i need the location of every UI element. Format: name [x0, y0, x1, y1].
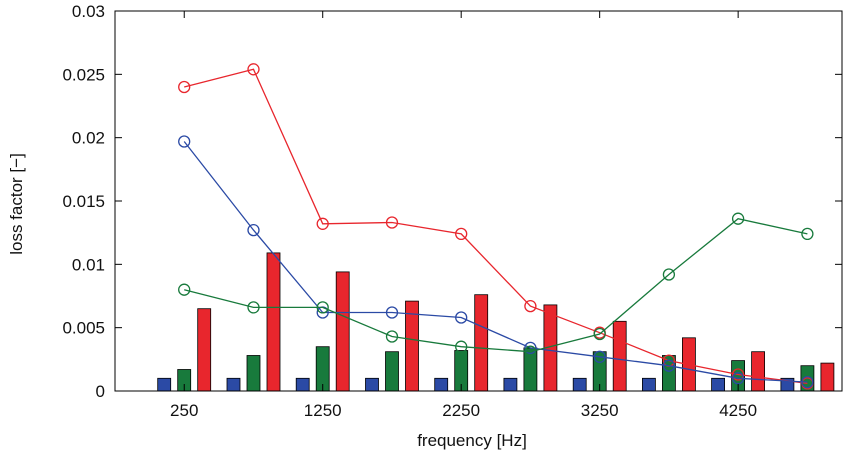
bar-s1-250 [157, 377, 172, 392]
x-tick-label: 1250 [304, 401, 342, 420]
bar-s1-4250 [711, 377, 725, 392]
marker-s1-750 [247, 63, 260, 76]
y-tick-label: 0.025 [62, 65, 105, 84]
y-tick-label: 0.03 [72, 2, 105, 21]
marker-s2-4250 [731, 372, 745, 385]
marker-s1-2250 [455, 227, 468, 241]
x-tick-label: 250 [170, 401, 198, 420]
y-tick-label: 0.015 [62, 192, 105, 211]
x-tick-label: 3250 [581, 401, 619, 420]
bar-s1-1750 [365, 377, 379, 392]
marker-s3-2750 [524, 345, 537, 358]
marker-s3-1250 [316, 301, 329, 314]
y-axis-label: loss factor [−] [7, 153, 26, 255]
marker-s1-250 [178, 80, 191, 94]
marker-s3-750 [247, 301, 260, 314]
marker-s1-1250 [316, 217, 329, 230]
marker-s2-250 [178, 135, 191, 148]
x-tick-label: 2250 [442, 401, 480, 420]
marker-s3-250 [178, 283, 191, 296]
axes [114, 10, 843, 392]
bar-s3-1250 [335, 271, 350, 392]
bar-s1-1250 [295, 377, 310, 392]
marker-s2-750 [247, 223, 260, 237]
marker-s2-1750 [385, 306, 399, 319]
bar-s1-2250 [434, 377, 449, 392]
series-line-2 [183, 141, 808, 383]
marker-s2-3250 [593, 350, 606, 363]
bar-s3-750 [266, 252, 281, 392]
x-tick-label: 4250 [719, 401, 757, 420]
marker-s2-3750 [662, 359, 676, 372]
marker-s1-4250 [731, 368, 745, 381]
bar-layer [157, 252, 835, 392]
marker-s3-4750 [801, 227, 814, 241]
x-axis-label: frequency [Hz] [417, 431, 527, 450]
series-line-3 [184, 217, 808, 353]
bar-s3-4750 [820, 362, 835, 392]
y-tick-label: 0 [96, 382, 105, 401]
bar-s3-3250 [612, 320, 627, 392]
marker-s2-2750 [524, 341, 537, 355]
marker-s3-3750 [662, 268, 676, 281]
series-line-1 [184, 68, 808, 385]
bar-s3-2250 [474, 294, 489, 392]
bar-s2-750 [246, 355, 261, 392]
marker-s3-2250 [455, 340, 468, 353]
marker-s3-1750 [385, 330, 399, 343]
marker-s2-4750 [801, 375, 814, 389]
y-tick-label: 0.01 [72, 255, 105, 274]
bar-s3-250 [197, 308, 212, 392]
tick-labels: 0 0.005 0.01 0.015 0.02 0.025 0.03 250 1250 2250 3… [62, 2, 757, 420]
bar-s1-3750 [642, 377, 656, 392]
marker-s1-2750 [524, 299, 537, 313]
bar-s1-2750 [503, 377, 518, 392]
bar-s1-750 [226, 377, 241, 392]
marker-s3-4250 [731, 212, 745, 225]
marker-s3-3250 [593, 327, 606, 341]
bar-s1-3250 [572, 377, 587, 392]
marker-s1-1750 [385, 216, 399, 229]
y-tick-label: 0.005 [62, 319, 105, 338]
marker-s2-2250 [455, 311, 468, 324]
y-tick-label: 0.02 [72, 129, 105, 148]
bar-s3-4250 [751, 351, 765, 392]
bar-s2-1750 [385, 351, 399, 392]
line-layer [178, 63, 814, 390]
